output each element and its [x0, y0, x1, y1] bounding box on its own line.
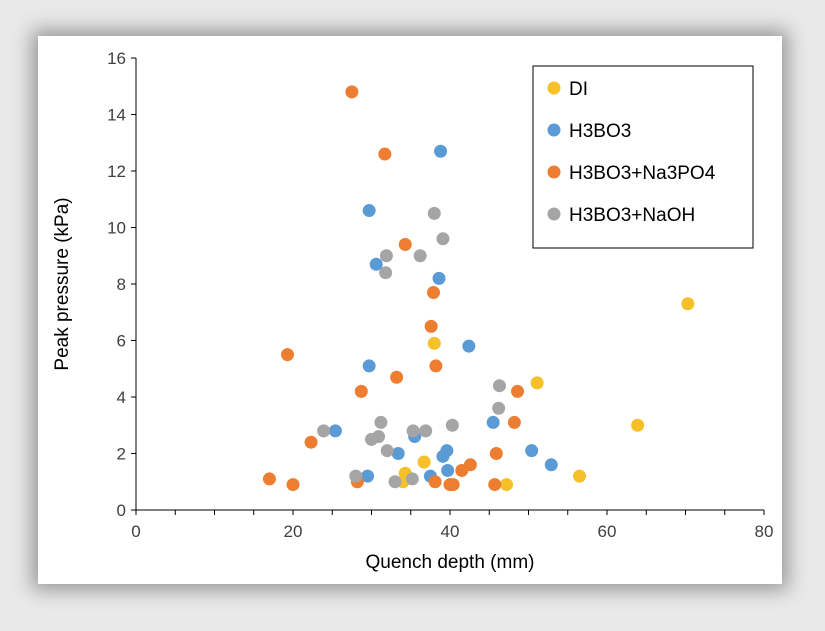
point-series-2 — [286, 478, 300, 492]
point-series-2 — [446, 478, 460, 492]
legend-marker — [547, 207, 561, 221]
point-series-3 — [413, 249, 427, 263]
point-series-3 — [492, 401, 506, 415]
point-series-2 — [428, 475, 442, 489]
legend-label: DI — [569, 79, 588, 100]
point-series-1 — [432, 271, 446, 285]
point-series-1 — [362, 204, 376, 218]
y-tick-label: 6 — [117, 332, 126, 351]
point-series-0 — [573, 469, 587, 483]
legend-marker — [547, 81, 561, 95]
point-series-2 — [262, 472, 276, 486]
y-tick-label: 10 — [107, 219, 126, 238]
point-series-3 — [379, 249, 393, 263]
y-tick-label: 4 — [117, 388, 126, 407]
point-series-1 — [361, 469, 375, 483]
point-series-2 — [427, 285, 441, 299]
point-series-1 — [362, 359, 376, 373]
point-series-3 — [379, 266, 393, 280]
point-series-3 — [427, 206, 441, 220]
point-series-2 — [489, 447, 503, 460]
point-series-0 — [500, 478, 514, 492]
point-series-1 — [525, 444, 539, 458]
point-series-1 — [391, 447, 405, 460]
y-tick-label: 2 — [117, 445, 126, 464]
point-series-1 — [328, 424, 342, 438]
legend-label: H3BO3 — [569, 121, 631, 142]
x-axis-label: Quench depth (mm) — [366, 552, 535, 573]
point-series-1 — [369, 257, 383, 271]
point-series-2 — [345, 85, 359, 99]
point-series-2 — [354, 384, 368, 398]
legend: DI H3BO3 H3BO3+Na3PO4 H3BO3+NaOH — [532, 65, 754, 249]
y-tick-label: 0 — [117, 501, 126, 520]
point-series-3 — [492, 379, 506, 393]
point-series-2 — [424, 319, 438, 333]
point-series-3 — [380, 444, 394, 458]
point-series-3 — [405, 472, 419, 486]
legend-marker — [547, 165, 561, 179]
legend-marker — [547, 123, 561, 137]
point-series-1 — [544, 458, 558, 472]
x-tick-label: 20 — [284, 522, 303, 541]
legend-label: H3BO3+Na3PO4 — [569, 163, 716, 184]
y-axis-label: Peak pressure (kPa) — [52, 197, 73, 370]
x-tick-label: 80 — [755, 522, 774, 541]
point-series-2 — [398, 237, 412, 251]
point-series-3 — [406, 424, 420, 438]
point-series-2 — [488, 478, 502, 492]
point-series-2 — [455, 463, 469, 477]
point-series-2 — [507, 415, 521, 429]
y-tick-label: 16 — [107, 49, 126, 68]
point-series-2 — [304, 435, 318, 449]
point-series-1 — [441, 463, 455, 477]
point-series-3 — [419, 424, 433, 438]
point-series-3 — [388, 475, 402, 489]
point-series-2 — [511, 384, 525, 398]
legend-box — [532, 65, 754, 249]
point-series-1 — [486, 415, 500, 429]
x-tick-label: 0 — [131, 522, 140, 541]
point-series-0 — [417, 455, 431, 469]
point-series-2 — [378, 147, 392, 161]
scatter-chart: 0 2 4 6 8 10 12 14 16 0 20 40 60 80 Quench depth (mm)… — [52, 49, 773, 573]
y-tick-label: 14 — [107, 106, 126, 125]
axes: 0 2 4 6 8 10 12 14 16 0 20 40 60 80 — [107, 49, 773, 541]
point-series-0 — [530, 376, 544, 390]
point-series-3 — [436, 232, 450, 246]
point-series-2 — [390, 370, 404, 384]
point-series-0 — [427, 336, 441, 350]
chart-frame: 0 2 4 6 8 10 12 14 16 0 20 40 60 80 Quench depth (mm)… — [38, 36, 782, 584]
point-series-2 — [281, 348, 295, 362]
point-series-3 — [365, 432, 378, 446]
point-series-0 — [631, 418, 645, 432]
data-points — [262, 85, 695, 492]
y-tick-label: 12 — [107, 162, 126, 181]
y-tick-label: 8 — [117, 275, 126, 294]
point-series-2 — [429, 359, 443, 373]
point-series-3 — [349, 469, 363, 483]
point-series-1 — [434, 144, 448, 158]
point-series-3 — [445, 418, 459, 432]
x-tick-label: 40 — [441, 522, 460, 541]
point-series-3 — [317, 424, 331, 438]
point-series-1 — [436, 449, 450, 463]
point-series-0 — [681, 297, 695, 311]
legend-label: H3BO3+NaOH — [569, 205, 695, 226]
point-series-3 — [374, 415, 388, 429]
point-series-1 — [462, 339, 476, 353]
x-tick-label: 60 — [598, 522, 617, 541]
